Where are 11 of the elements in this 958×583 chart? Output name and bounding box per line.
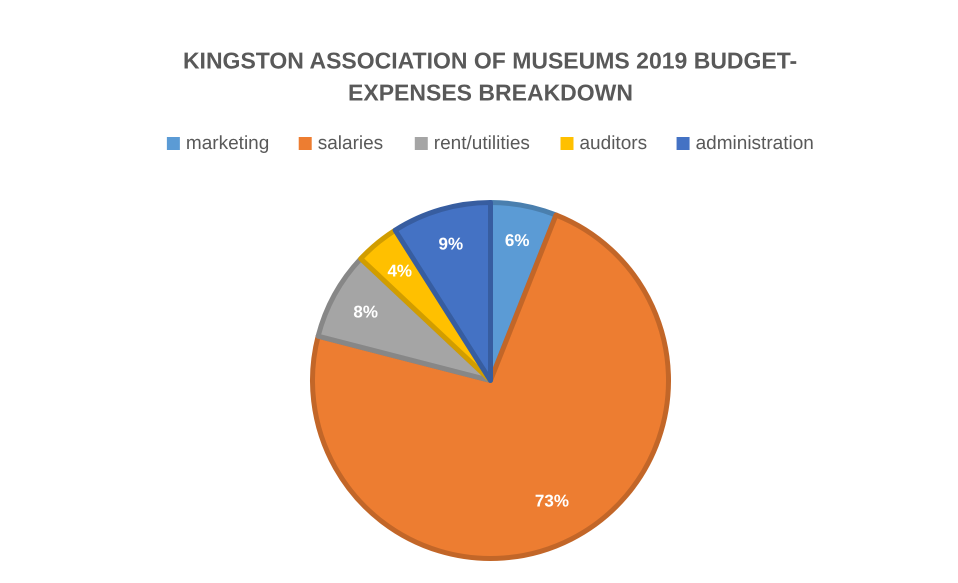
data-label: 9% — [438, 234, 464, 254]
data-label: 73% — [534, 492, 569, 511]
legend-label: rent/utilities — [434, 133, 530, 154]
legend-label: salaries — [318, 133, 384, 154]
data-label: 4% — [387, 261, 412, 280]
data-label: 8% — [353, 302, 378, 322]
legend-label: marketing — [186, 133, 270, 154]
chart-title: KINGSTON ASSOCIATION OF MUSEUMS 2019 BUDGET-EXPENSES BREAKDOWN — [182, 48, 798, 106]
legend-label: auditors — [579, 133, 648, 154]
data-label: 6% — [504, 231, 530, 250]
legend-label: administration — [696, 133, 814, 154]
